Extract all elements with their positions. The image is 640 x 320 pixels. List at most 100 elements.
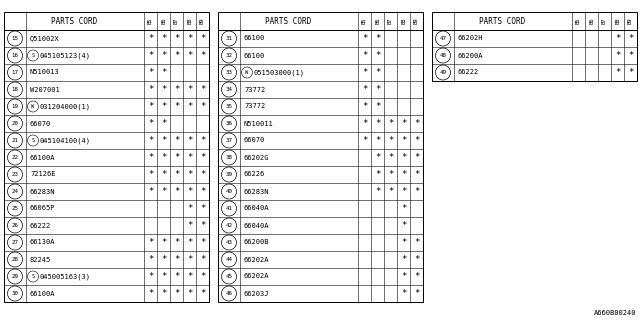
Text: *: *	[414, 153, 419, 162]
Text: 66226: 66226	[244, 172, 265, 178]
Text: *: *	[200, 153, 205, 162]
Text: 031204000(1): 031204000(1)	[40, 103, 90, 110]
Text: *: *	[401, 170, 406, 179]
Text: *: *	[200, 51, 205, 60]
Text: *: *	[187, 34, 192, 43]
Text: *: *	[161, 102, 166, 111]
Text: *: *	[375, 102, 380, 111]
Text: *: *	[174, 238, 179, 247]
Text: *: *	[161, 68, 166, 77]
Text: *: *	[174, 153, 179, 162]
Bar	[4, 12, 209, 302]
Text: *: *	[187, 187, 192, 196]
Text: *: *	[401, 204, 406, 213]
Text: 20: 20	[12, 121, 19, 126]
Text: *: *	[401, 221, 406, 230]
Text: *: *	[174, 187, 179, 196]
Text: B8: B8	[615, 18, 620, 24]
Text: *: *	[148, 119, 153, 128]
Text: *: *	[401, 136, 406, 145]
Text: 66070: 66070	[244, 138, 265, 143]
Text: PARTS CORD: PARTS CORD	[479, 17, 525, 26]
Text: 73772: 73772	[244, 103, 265, 109]
Text: 66200B: 66200B	[244, 239, 269, 245]
Text: *: *	[414, 272, 419, 281]
Text: B6: B6	[589, 18, 594, 24]
Text: *: *	[187, 255, 192, 264]
Text: *: *	[362, 102, 367, 111]
Text: *: *	[161, 170, 166, 179]
Text: S: S	[31, 274, 35, 279]
Text: *: *	[200, 204, 205, 213]
Text: *: *	[148, 34, 153, 43]
Text: *: *	[161, 34, 166, 43]
Text: *: *	[161, 289, 166, 298]
Text: 42: 42	[225, 223, 232, 228]
Text: *: *	[187, 51, 192, 60]
Text: 18: 18	[12, 87, 19, 92]
Text: *: *	[174, 102, 179, 111]
Text: *: *	[161, 119, 166, 128]
Text: *: *	[414, 289, 419, 298]
Text: 43: 43	[225, 240, 232, 245]
Text: *: *	[414, 170, 419, 179]
Text: *: *	[200, 170, 205, 179]
Text: 15: 15	[12, 36, 19, 41]
Text: *: *	[148, 272, 153, 281]
Text: B8: B8	[187, 18, 192, 24]
Text: *: *	[362, 68, 367, 77]
Text: *: *	[200, 136, 205, 145]
Text: *: *	[187, 221, 192, 230]
Text: *: *	[200, 238, 205, 247]
Text: B5: B5	[148, 18, 153, 24]
Text: *: *	[375, 119, 380, 128]
Text: 045005163(3): 045005163(3)	[40, 273, 90, 280]
Text: 66202A: 66202A	[244, 274, 269, 279]
Text: *: *	[187, 238, 192, 247]
Text: *: *	[187, 289, 192, 298]
Text: *: *	[375, 136, 380, 145]
Text: 33: 33	[225, 70, 232, 75]
Text: *: *	[401, 272, 406, 281]
Text: *: *	[200, 102, 205, 111]
Text: *: *	[628, 51, 633, 60]
Text: W207001: W207001	[30, 86, 60, 92]
Text: *: *	[148, 153, 153, 162]
Text: 41: 41	[225, 206, 232, 211]
Text: 66222: 66222	[458, 69, 479, 76]
Text: 66203J: 66203J	[244, 291, 269, 297]
Text: *: *	[615, 34, 620, 43]
Text: *: *	[161, 187, 166, 196]
Text: *: *	[187, 136, 192, 145]
Text: 23: 23	[12, 172, 19, 177]
Text: *: *	[187, 204, 192, 213]
Text: 66100: 66100	[244, 36, 265, 42]
Text: 30: 30	[12, 291, 19, 296]
Text: *: *	[148, 255, 153, 264]
Text: 72126E: 72126E	[30, 172, 56, 178]
Text: *: *	[388, 153, 393, 162]
Text: *: *	[174, 136, 179, 145]
Text: 45: 45	[225, 274, 232, 279]
Text: 051503000(1): 051503000(1)	[253, 69, 305, 76]
Text: *: *	[200, 272, 205, 281]
Text: 66202H: 66202H	[458, 36, 483, 42]
Text: 22: 22	[12, 155, 19, 160]
Text: *: *	[174, 255, 179, 264]
Text: 37: 37	[225, 138, 232, 143]
Text: Q51002X: Q51002X	[30, 36, 60, 42]
Text: *: *	[388, 136, 393, 145]
Text: *: *	[414, 255, 419, 264]
Text: 66130A: 66130A	[30, 239, 56, 245]
Text: *: *	[200, 289, 205, 298]
Text: *: *	[414, 238, 419, 247]
Text: 66100A: 66100A	[30, 291, 56, 297]
Text: B7: B7	[602, 18, 607, 24]
Text: 21: 21	[12, 138, 19, 143]
Text: 66283N: 66283N	[30, 188, 56, 195]
Text: *: *	[148, 51, 153, 60]
Text: *: *	[200, 187, 205, 196]
Text: *: *	[161, 153, 166, 162]
Text: *: *	[362, 34, 367, 43]
Text: *: *	[187, 102, 192, 111]
